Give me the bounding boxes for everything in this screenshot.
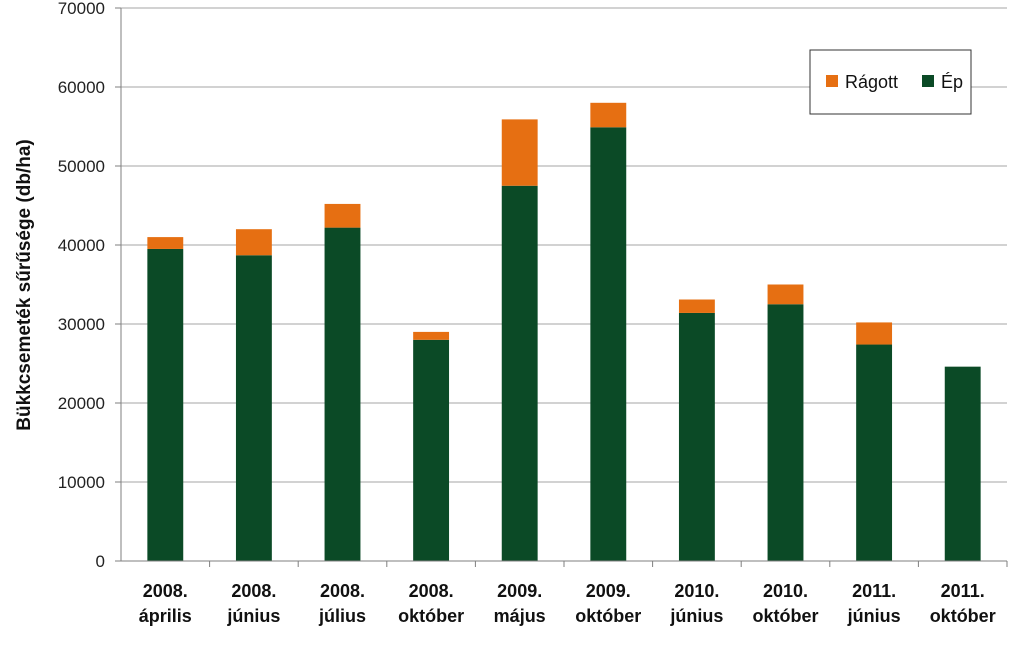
x-category-label: június	[669, 606, 723, 626]
y-tick-label: 70000	[58, 0, 105, 18]
x-category-label: október	[752, 606, 818, 626]
y-axis-title: Bükkcsemeték sűrűsége (db/ha)	[14, 139, 35, 430]
bar-ep	[324, 227, 361, 561]
y-tick-label: 20000	[58, 394, 105, 413]
bar-ep	[501, 185, 538, 561]
x-category-label: 2008.	[409, 581, 454, 601]
y-tick-label: 60000	[58, 78, 105, 97]
y-tick-label: 50000	[58, 157, 105, 176]
x-category-label: 2010.	[674, 581, 719, 601]
y-tick-label: 0	[96, 552, 105, 571]
x-category-label: 2009.	[497, 581, 542, 601]
x-category-label: 2009.	[586, 581, 631, 601]
legend-label: Ép	[941, 72, 963, 92]
y-tick-label: 10000	[58, 473, 105, 492]
bar-ep	[767, 304, 804, 561]
x-category-label: október	[575, 606, 641, 626]
bar-ep	[856, 344, 893, 561]
y-tick-label: 30000	[58, 315, 105, 334]
y-tick-label: 40000	[58, 236, 105, 255]
y-axis-tick-labels: 0 10000 20000 30000 40000 50000 60000 70000	[58, 0, 105, 571]
legend-swatch	[922, 75, 934, 87]
x-category-label: 2010.	[763, 581, 808, 601]
bar-ragott	[767, 284, 804, 305]
x-category-label: június	[847, 606, 901, 626]
bar-ep	[413, 339, 450, 561]
x-category-label: július	[318, 606, 366, 626]
bar-ragott	[324, 203, 361, 228]
bar-ragott	[856, 322, 893, 345]
x-category-label: október	[930, 606, 996, 626]
bar-ep	[944, 366, 981, 561]
bar-ragott	[678, 299, 715, 313]
bars	[147, 102, 981, 561]
bar-ragott	[147, 237, 184, 249]
legend-swatch	[826, 75, 838, 87]
bar-ragott	[590, 102, 627, 128]
bar-ep	[147, 248, 184, 561]
bar-ep	[590, 127, 627, 561]
x-category-label: április	[139, 606, 192, 626]
legend-label: Rágott	[845, 72, 898, 92]
x-category-label: május	[494, 606, 546, 626]
x-category-label: 2008.	[320, 581, 365, 601]
x-category-label: 2008.	[143, 581, 188, 601]
x-category-label: október	[398, 606, 464, 626]
x-category-label: június	[226, 606, 280, 626]
bar-ragott	[413, 331, 450, 340]
x-category-label: 2011.	[852, 581, 896, 601]
axes	[115, 7, 1008, 567]
bar-ragott	[235, 229, 272, 256]
x-category-label: 2008.	[231, 581, 276, 601]
legend: Rágott Ép	[809, 49, 972, 115]
bar-ragott	[501, 119, 538, 186]
x-category-label: 2011.	[941, 581, 985, 601]
x-axis-category-labels: 2008. április 2008. június 2008. július 2008. o…	[139, 581, 996, 626]
bar-ep	[235, 255, 272, 561]
bar-ep	[678, 312, 715, 561]
